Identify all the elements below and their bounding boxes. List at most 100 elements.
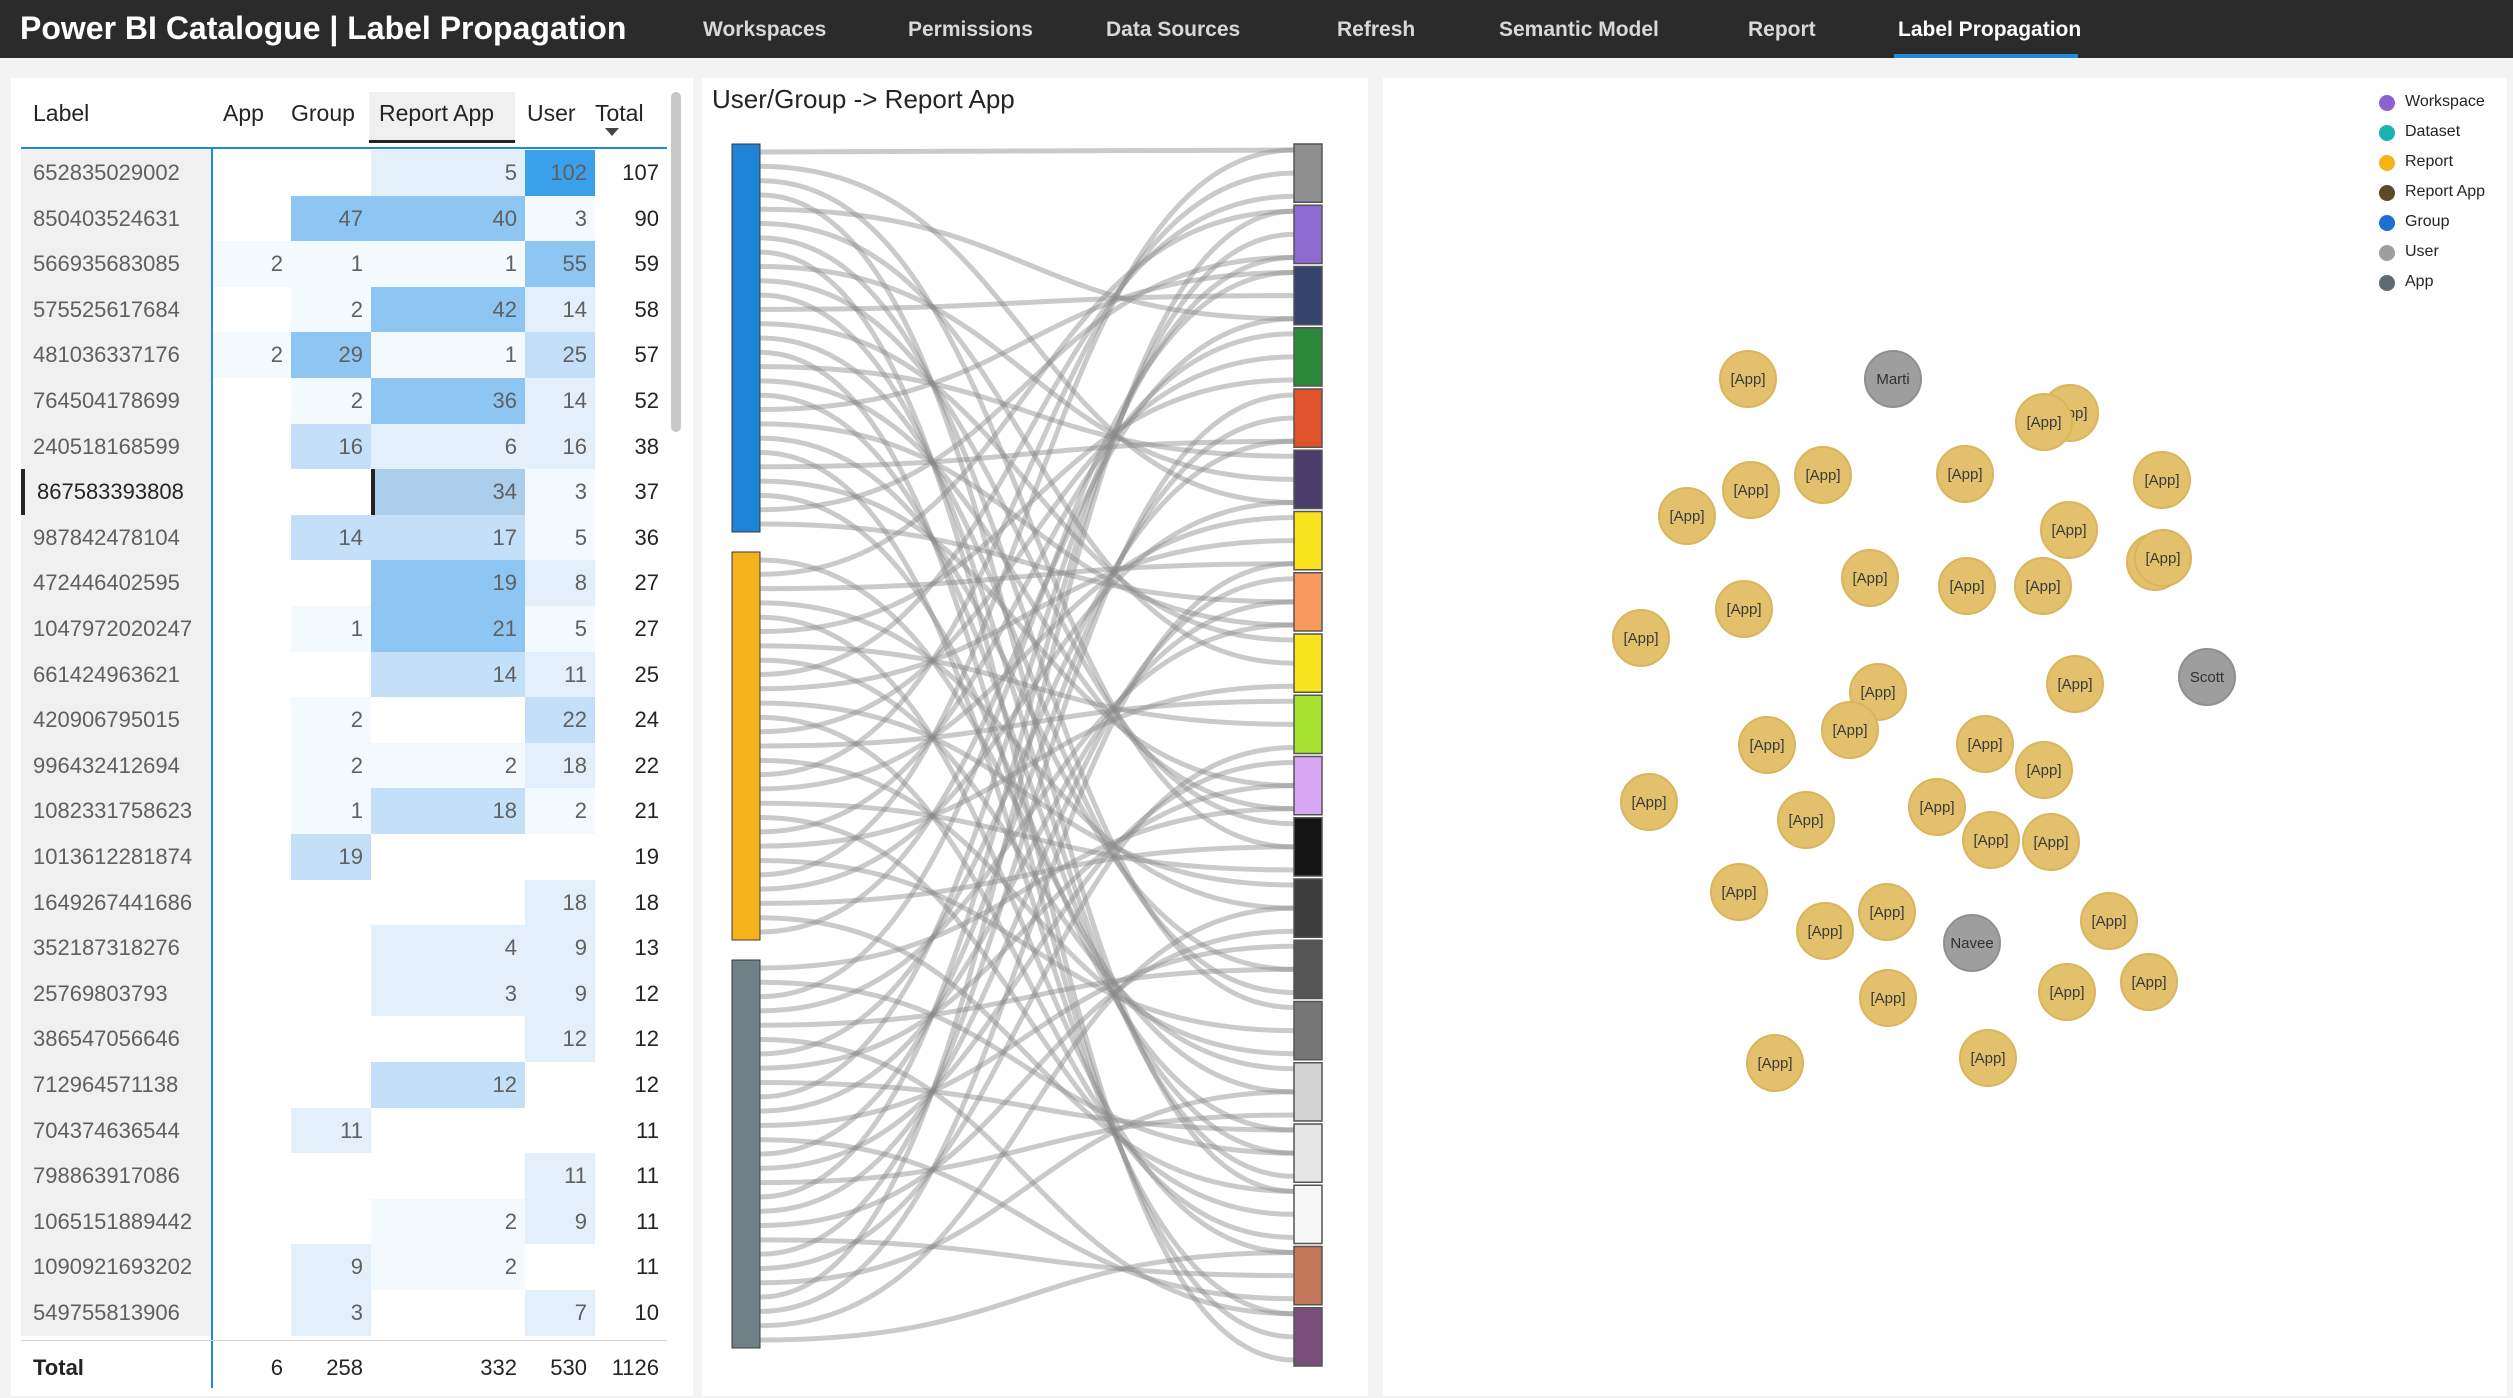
table-row[interactable]: 472446402595 19 8 27 [11,560,671,606]
sankey-link[interactable] [759,163,1295,505]
tab-refresh[interactable]: Refresh [1337,18,1416,41]
sankey-link[interactable] [759,435,1295,972]
app-node[interactable]: [App] [1620,773,1678,831]
sankey-source-node[interactable] [731,143,761,533]
sankey-link[interactable] [759,354,1295,735]
sankey-target-node[interactable] [1293,878,1323,938]
sankey-link[interactable] [759,335,1295,995]
sankey-link[interactable] [759,561,1295,1314]
sankey-link[interactable] [759,698,1295,749]
sankey-link[interactable] [759,206,1295,322]
app-node[interactable]: [App] [1658,487,1716,545]
sankey-link[interactable] [759,928,1295,1229]
sankey-target-node[interactable] [1293,939,1323,1000]
table-row[interactable]: 1047972020247 1 21 5 27 [11,606,671,652]
sankey-link[interactable] [759,757,1295,1057]
sankey-link[interactable] [759,438,1295,470]
table-row[interactable]: 25769803793 3 9 12 [11,970,671,1017]
sankey-link[interactable] [759,806,1295,971]
sankey-link[interactable] [759,421,1295,628]
sankey-link[interactable] [759,377,1295,635]
sankey-link[interactable] [759,321,1295,643]
sankey-link[interactable] [759,915,1295,1194]
app-node[interactable]: [App] [1858,883,1916,941]
table-row[interactable]: 987842478104 14 17 5 36 [11,514,671,561]
table-row[interactable]: 661424963621 14 11 25 [11,651,671,698]
sankey-link[interactable] [759,760,1295,1171]
sankey-link[interactable] [759,263,1295,482]
sankey-link[interactable] [759,1250,1295,1343]
table-row[interactable]: 867583393808 34 3 37 [11,469,671,515]
sankey-link[interactable] [759,521,1295,605]
sankey-link[interactable] [759,147,1295,878]
app-node[interactable]: [App] [1821,701,1879,759]
sankey-target-node[interactable] [1293,510,1323,571]
table-row[interactable]: 549755813906 3 7 10 [11,1290,671,1336]
table-scrollbar[interactable] [671,92,681,432]
sankey-link[interactable] [759,231,1295,1200]
table-row[interactable]: 1082331758623 1 18 2 21 [11,788,671,834]
sankey-link[interactable] [759,815,1295,1217]
tab-label-propagation[interactable]: Label Propagation [1898,18,2082,41]
sankey-link[interactable] [759,800,1295,873]
table-row[interactable]: 652835029002 5 102 107 [11,150,671,196]
table-row[interactable]: 764504178699 2 36 14 52 [11,378,671,424]
table-row[interactable]: 704374636544 11 11 [11,1107,671,1154]
sankey-link[interactable] [759,293,1295,312]
sankey-target-node[interactable] [1293,388,1323,448]
sankey-link[interactable] [759,278,1295,827]
app-node[interactable]: [App] [1738,716,1796,774]
table-row[interactable]: 420906795015 2 22 24 [11,697,671,743]
sankey-link[interactable] [759,844,1295,906]
app-node[interactable]: [App] [1956,715,2014,773]
sankey-link[interactable] [759,292,1295,1179]
app-node[interactable]: [App] [2133,451,2191,509]
sankey-link[interactable] [759,316,1295,935]
sankey-link[interactable] [759,1237,1295,1279]
tab-semantic-model[interactable]: Semantic Model [1499,18,1659,41]
app-node[interactable]: [App] [2015,741,2073,799]
sankey-link[interactable] [759,943,1295,1128]
sankey-link[interactable] [759,192,1295,1194]
sankey-link[interactable] [759,364,1295,459]
sankey-link[interactable] [759,208,1295,577]
sankey-link[interactable] [759,235,1295,1010]
sankey-link[interactable] [759,193,1295,677]
sankey-link[interactable] [759,492,1295,1133]
sankey-link[interactable] [759,576,1295,1214]
sankey-link[interactable] [759,1089,1295,1286]
sankey-source-node[interactable] [731,551,761,941]
app-node[interactable]: [App] [1938,557,1996,615]
column-header-label[interactable]: Label [33,100,90,126]
tab-workspaces[interactable]: Workspaces [703,18,827,41]
sankey-link[interactable] [759,966,1295,1028]
app-node[interactable]: [App] [1959,1029,2017,1087]
sankey-link[interactable] [759,905,1295,1329]
app-node[interactable]: [App] [2038,963,2096,1021]
sankey-link[interactable] [759,657,1295,1072]
sankey-link[interactable] [759,208,1295,1300]
sankey-target-node[interactable] [1293,204,1323,265]
sankey-target-node[interactable] [1293,449,1323,510]
column-header-app[interactable]: App [223,100,264,126]
app-node[interactable]: [App] [2046,655,2104,713]
sankey-link[interactable] [759,745,1295,1271]
app-node[interactable]: [App] [1796,902,1854,960]
app-node[interactable]: [App] [1715,580,1773,638]
sankey-link[interactable] [759,557,1295,1095]
sankey-target-node[interactable] [1293,1307,1323,1367]
sankey-target-node[interactable] [1293,694,1323,755]
sankey-link[interactable] [759,500,1295,892]
sankey-link[interactable] [759,449,1295,1317]
sankey-target-node[interactable] [1293,265,1323,326]
app-node[interactable]: [App] [2022,813,2080,871]
sankey-link[interactable] [759,378,1295,812]
sankey-link[interactable] [759,783,1295,1071]
table-row[interactable]: 240518168599 16 6 16 38 [11,423,671,470]
user-node[interactable]: Scott [2178,648,2236,706]
table-row[interactable]: 712964571138 12 12 [11,1062,671,1108]
table-row[interactable]: 1013612281874 19 19 [11,834,671,880]
sankey-target-node[interactable] [1293,755,1323,816]
table-row[interactable]: 1090921693202 9 2 11 [11,1244,671,1290]
sankey-link[interactable] [759,1037,1295,1317]
